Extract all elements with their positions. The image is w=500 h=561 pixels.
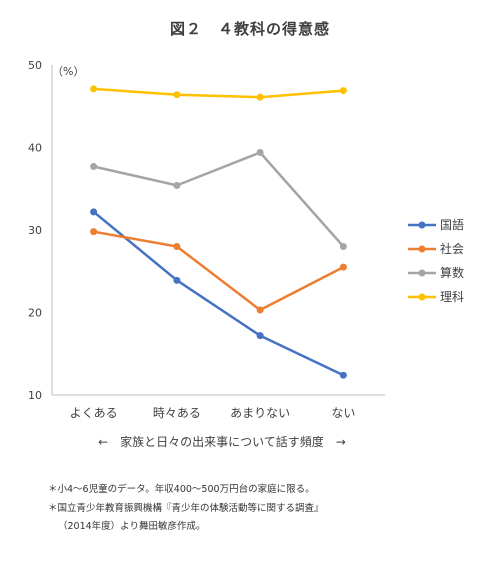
- x-tick-label: よくある: [70, 406, 118, 420]
- footnote-1: ＊小4～6児童のデータ。年収400～500万円台の家庭に限る。: [48, 484, 315, 495]
- data-point: [173, 276, 181, 284]
- series-line: [92, 210, 344, 377]
- legend-swatch-marker: [418, 269, 426, 277]
- chart-title: 図２ ４教科の得意感: [169, 20, 330, 38]
- y-unit-label: （%）: [52, 65, 84, 78]
- data-point: [90, 208, 98, 216]
- data-point: [256, 148, 264, 156]
- legend-label: 理科: [440, 290, 464, 304]
- y-tick-label: 50: [28, 59, 42, 72]
- legend-label: 国語: [440, 217, 464, 232]
- data-point: [256, 93, 264, 101]
- legend-swatch-marker: [418, 245, 426, 253]
- data-point: [256, 306, 264, 314]
- data-point: [339, 263, 347, 271]
- data-point: [173, 243, 181, 250]
- data-point: [173, 91, 181, 99]
- legend-label: 社会: [440, 241, 464, 256]
- x-tick-label: 時々ある: [153, 406, 201, 420]
- footnote-2: ＊国立青少年教育振興機構『青少年の体験活動等に関する調査』: [48, 503, 324, 514]
- series-line: [93, 230, 344, 312]
- x-axis-title: ← 家族と日々の出来事について話す頻度 →: [98, 434, 346, 449]
- legend-swatch-marker: [418, 221, 426, 229]
- footnote-3: （2014年度）より舞田敏彦作成。: [58, 521, 206, 532]
- data-point: [90, 162, 98, 170]
- y-tick-label: 20: [28, 307, 42, 320]
- x-tick-label: あまりない: [230, 406, 290, 420]
- data-point: [256, 332, 264, 340]
- data-point: [173, 181, 181, 189]
- legend-swatch-marker: [418, 293, 426, 301]
- legend-label: 算数: [440, 265, 464, 280]
- data-point: [339, 243, 347, 250]
- data-point: [339, 87, 347, 95]
- data-point: [90, 85, 98, 93]
- x-tick-label: ない: [331, 406, 355, 420]
- series-line: [93, 151, 345, 248]
- y-tick-label: 40: [28, 142, 42, 155]
- data-point: [90, 228, 98, 236]
- y-tick-label: 30: [28, 224, 42, 237]
- y-tick-label: 10: [28, 389, 42, 402]
- data-point: [339, 371, 347, 379]
- series-line: [93, 87, 344, 99]
